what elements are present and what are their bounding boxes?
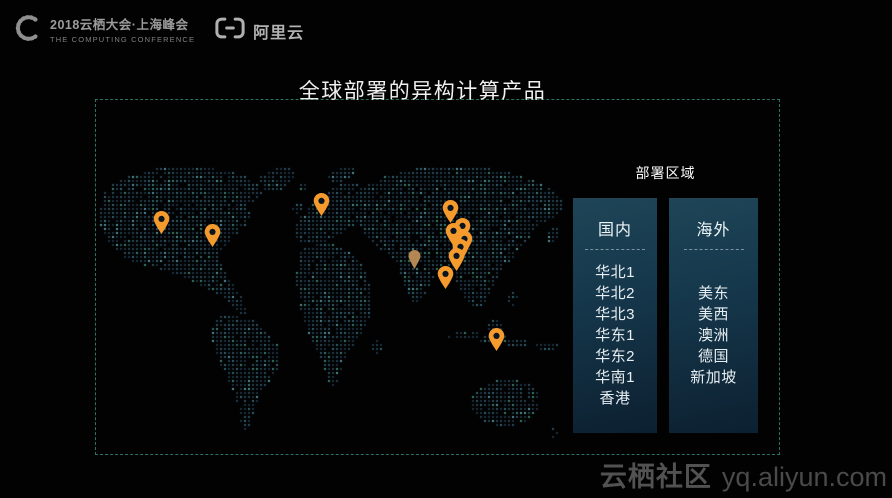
- region-item: 华东2: [595, 348, 635, 365]
- watermark-site-name: 云栖社区: [599, 462, 712, 492]
- conference-globe-icon: [12, 12, 42, 49]
- region-item: 华南1: [595, 369, 635, 386]
- region-item: 香港: [599, 390, 631, 407]
- legend-title: 部署区域: [635, 165, 696, 181]
- aliyun-logo: 阿里云: [215, 17, 304, 44]
- legend-panel-overseas: 海外美东美西澳洲德国新加坡: [669, 198, 758, 433]
- aliyun-brackets-icon: [215, 17, 245, 44]
- conference-title: 2018云栖大会·上海峰会: [50, 17, 189, 32]
- page-title: 全球部署的异构计算产品: [298, 80, 547, 103]
- region-item: 美东: [697, 285, 729, 302]
- header: 2018云栖大会·上海峰会 THE COMPUTING CONFERENCE 阿…: [12, 12, 304, 49]
- legend-panel-items: 华北1 华北2 华北3 华东1 华东2 华南1 香港: [573, 250, 657, 433]
- region-item: 华东1: [595, 327, 635, 344]
- region-item: 华北3: [595, 306, 635, 323]
- region-item: 华北1: [595, 264, 635, 281]
- legend-panel-header: 国内: [597, 222, 632, 239]
- legend-panel-divider: [585, 249, 645, 250]
- conference-subtitle: THE COMPUTING CONFERENCE: [50, 34, 196, 44]
- watermark-url: yq.aliyun.com: [721, 462, 887, 492]
- region-item: 美西: [697, 306, 729, 323]
- region-item: 德国: [697, 348, 729, 365]
- watermark: 云栖社区 yq.aliyun.com: [600, 455, 887, 494]
- legend-panel-items: 美东美西澳洲德国新加坡: [669, 250, 758, 433]
- region-item: 澳洲: [697, 327, 729, 344]
- legend-panel-divider: [683, 249, 744, 250]
- legend-panel-header: 海外: [696, 222, 731, 239]
- legend-panel-domestic: 国内华北1 华北2 华北3 华东1 华东2 华南1 香港: [573, 198, 657, 433]
- aliyun-brand-name: 阿里云: [253, 24, 305, 42]
- region-item: 华北2: [595, 285, 635, 302]
- region-item: 新加坡: [690, 369, 737, 386]
- legend-panels: 国内华北1 华北2 华北3 华东1 华东2 华南1 香港 海外美东美西澳洲德国新加坡: [573, 198, 758, 433]
- conference-logo: 2018云栖大会·上海峰会 THE COMPUTING CONFERENCE: [12, 12, 195, 49]
